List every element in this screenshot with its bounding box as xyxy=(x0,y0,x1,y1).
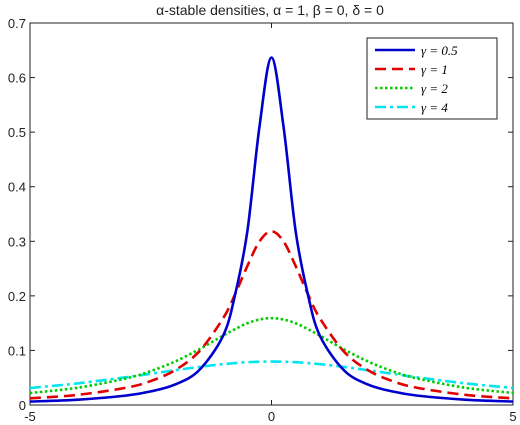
legend-label: γ = 2 xyxy=(421,81,448,96)
y-tick-label: 0.3 xyxy=(8,234,26,249)
x-tick-label: 0 xyxy=(268,409,275,424)
y-tick-label: 0.2 xyxy=(8,289,26,304)
series-line-1 xyxy=(29,230,514,400)
series-line-2 xyxy=(29,316,514,395)
y-tick-label: 0.7 xyxy=(8,16,26,31)
legend: γ = 0.5 γ = 1 γ = 2 γ = 4 xyxy=(366,37,498,120)
axis-ticks: 00.10.20.30.40.50.60.7-5 0 5 xyxy=(8,16,517,424)
y-tick-label: 0.5 xyxy=(8,125,26,140)
y-tick-label: 0.1 xyxy=(8,343,26,358)
y-tick-label: 0 xyxy=(19,398,26,413)
x-tick-label: -5 xyxy=(24,409,36,424)
series-line-3 xyxy=(29,360,514,390)
legend-label: γ = 1 xyxy=(421,62,448,77)
x-tick-label: 5 xyxy=(509,409,516,424)
legend-label: γ = 0.5 xyxy=(421,43,458,58)
series-line-0 xyxy=(29,56,514,403)
series-layer xyxy=(29,56,514,403)
y-tick-label: 0.4 xyxy=(8,180,26,195)
legend-label: γ = 4 xyxy=(421,100,448,115)
chart-title: α-stable densities, α = 1, β = 0, δ = 0 xyxy=(156,2,384,18)
y-tick-label: 0.6 xyxy=(8,71,26,86)
legend-box xyxy=(366,37,498,120)
